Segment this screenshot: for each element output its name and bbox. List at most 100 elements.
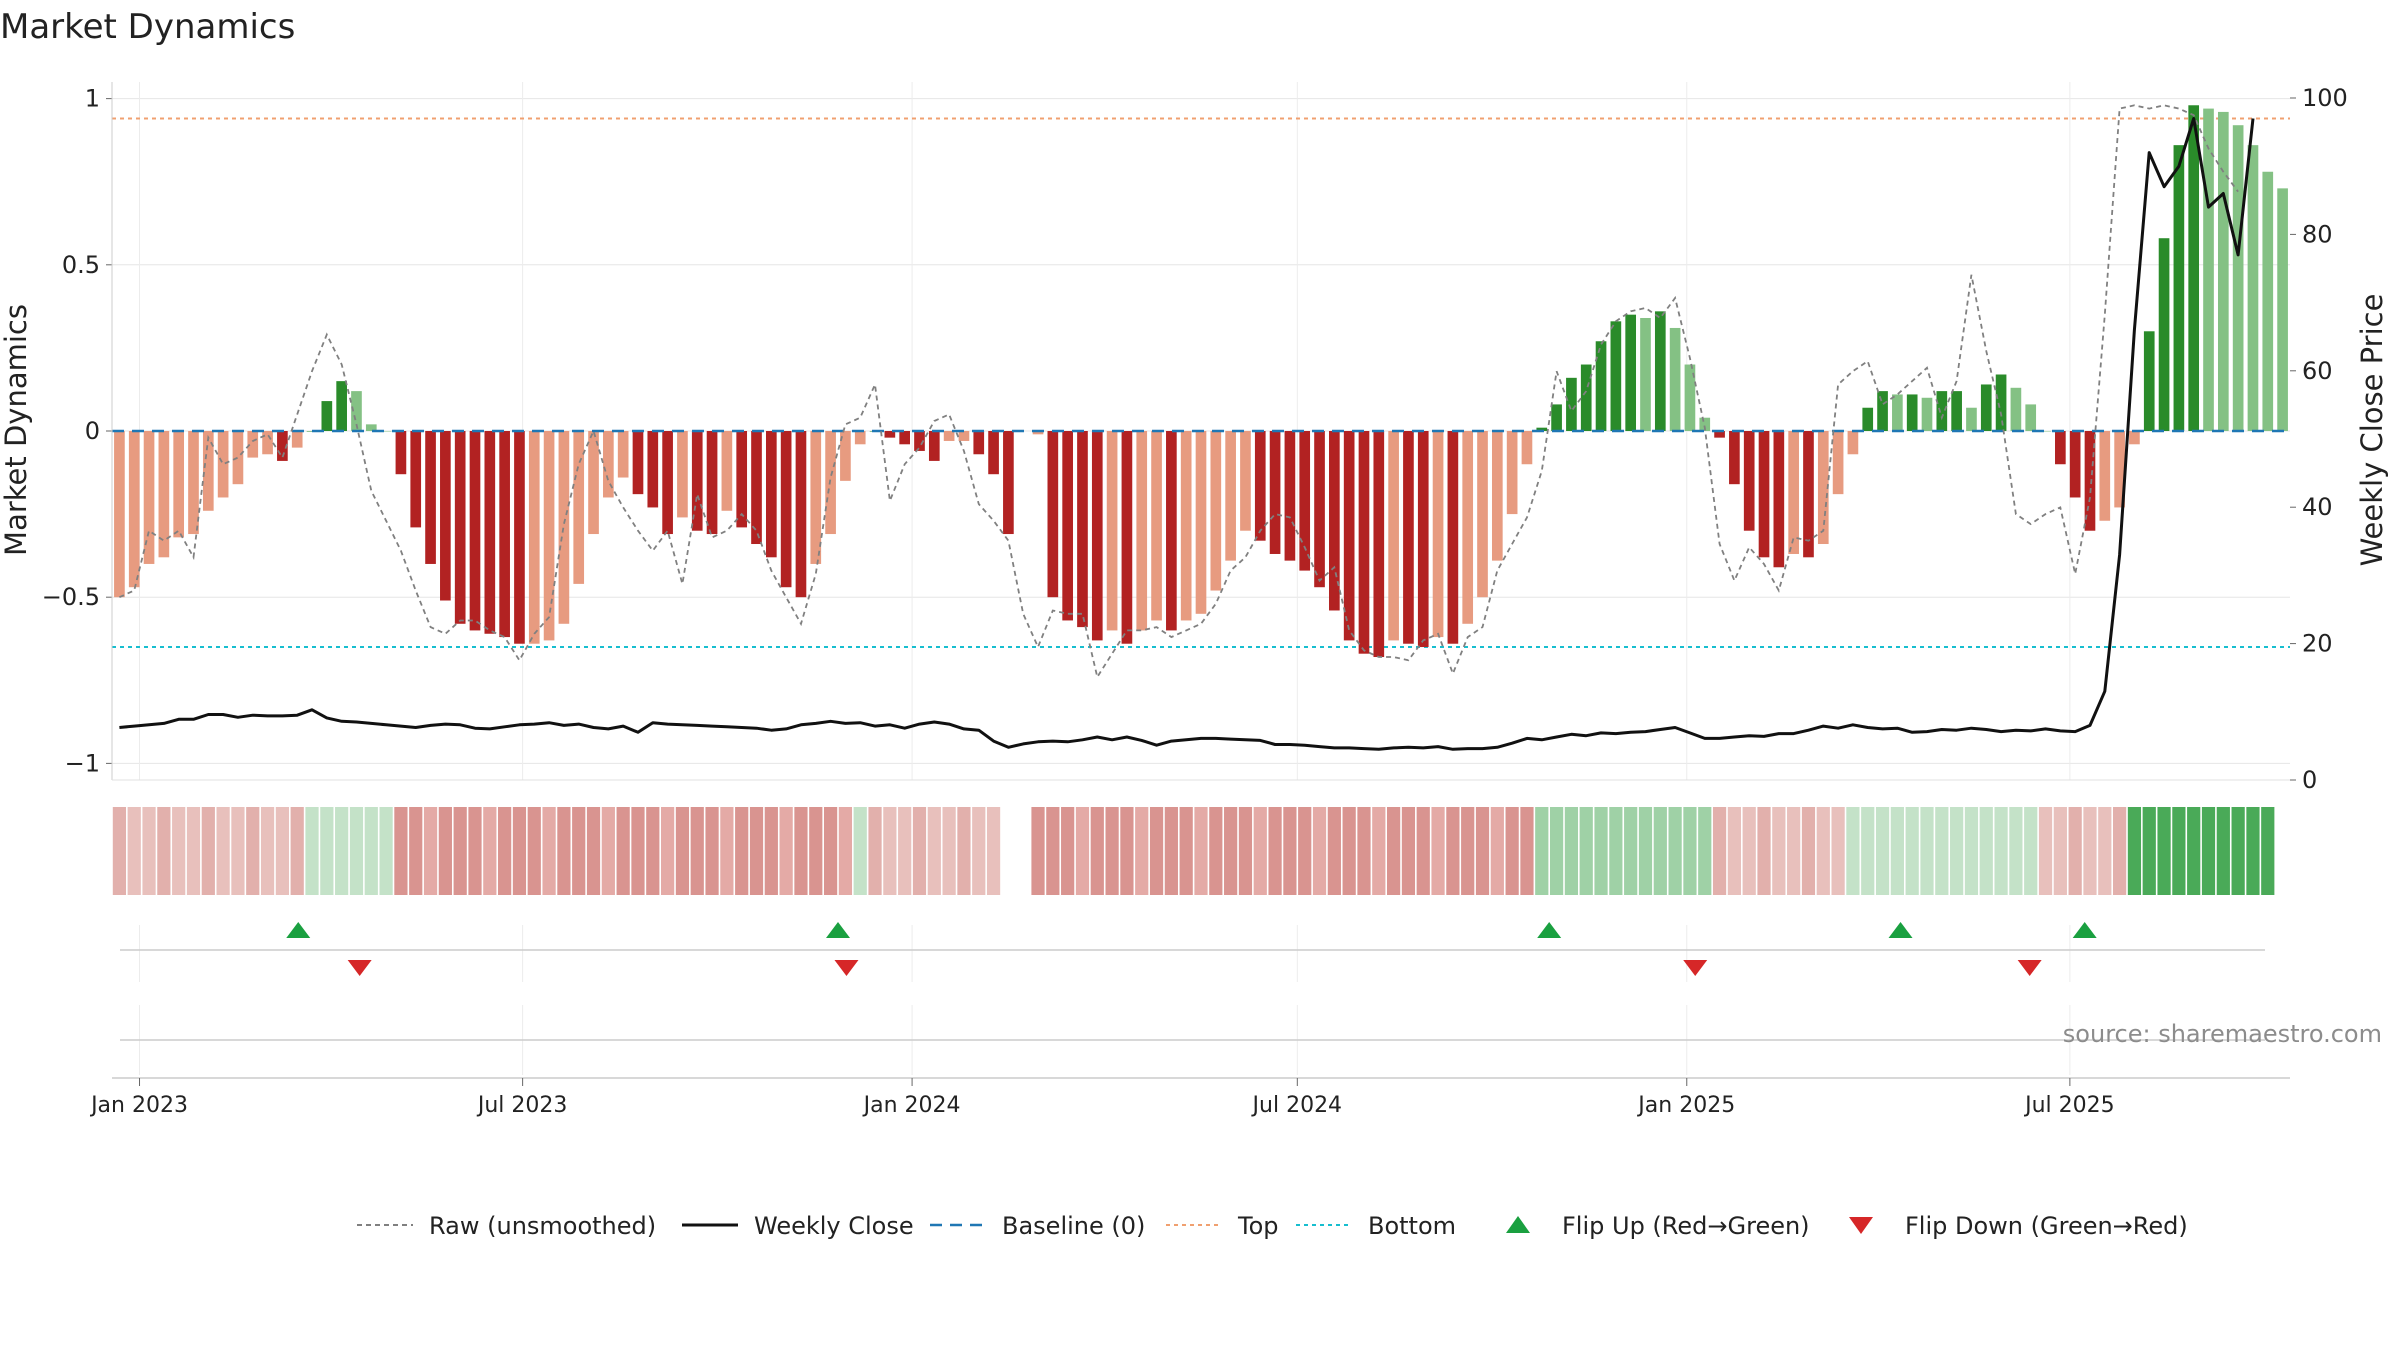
momentum-bar [528, 431, 540, 644]
regime-strip-cell [853, 807, 867, 895]
regime-strip-cell [1327, 807, 1341, 895]
momentum-bar [410, 431, 422, 528]
momentum-bar [1729, 431, 1740, 485]
legend-entry: Flip Up (Red→Green) [1506, 1212, 1810, 1240]
legend-label: Flip Up (Red→Green) [1562, 1212, 1810, 1240]
momentum-bar [1892, 394, 1903, 431]
momentum-bar [1536, 427, 1548, 431]
momentum-bar [914, 431, 925, 451]
regime-strip-cell [735, 807, 749, 895]
momentum-bar [973, 431, 985, 455]
momentum-bar [1566, 377, 1577, 431]
regime-strip-cell [690, 807, 704, 895]
x-tick-label: Jan 2024 [862, 1093, 961, 1118]
regime-strip-cell [1179, 807, 1193, 895]
regime-strip-cell [1757, 807, 1771, 895]
regime-strip-cell [1475, 807, 1490, 895]
momentum-bar [395, 431, 407, 475]
regime-strip-cell [898, 807, 912, 895]
regime-strip-cell [2216, 807, 2230, 895]
regime-strip-cell [1549, 807, 1564, 895]
momentum-bar [1003, 431, 1014, 535]
momentum-bar [573, 431, 585, 584]
regime-strip-cell [2009, 807, 2023, 895]
momentum-bar [1225, 431, 1236, 561]
momentum-bar [2217, 111, 2229, 432]
regime-strip-cell [112, 807, 127, 895]
momentum-bar [1669, 327, 1681, 431]
regime-strip-cell [2127, 807, 2142, 895]
regime-strip-cell [127, 807, 141, 895]
y2-tick-label: 0 [2302, 766, 2317, 794]
regime-strip-cell [1490, 807, 1504, 895]
regime-strip-cell [1224, 807, 1238, 895]
regime-strip-cell [157, 807, 171, 895]
momentum-bar [2262, 171, 2274, 431]
momentum-bar [1699, 417, 1711, 431]
momentum-bar [1491, 431, 1503, 561]
regime-strip-cell [1298, 807, 1312, 895]
momentum-bar [899, 431, 911, 445]
regime-strip-cell [1312, 807, 1327, 895]
flip-markers-panel [120, 922, 2265, 976]
momentum-bar [795, 431, 807, 598]
momentum-bar [469, 431, 481, 631]
regime-strip-cell [1446, 807, 1460, 895]
regime-strip-cell [986, 807, 1001, 895]
momentum-bar [380, 431, 392, 432]
momentum-bar [928, 431, 940, 461]
momentum-bar [454, 431, 466, 624]
flip-up-marker [826, 922, 850, 938]
regime-strip-cell [1238, 807, 1253, 895]
legend-entry: Baseline (0) [930, 1212, 1145, 1240]
momentum-bar [988, 431, 999, 475]
regime-strip-cell [646, 807, 660, 895]
momentum-bar [1447, 431, 1459, 644]
regime-strip-cell [1772, 807, 1786, 895]
legend-entry: Top [1166, 1212, 1279, 1240]
momentum-bar [1640, 317, 1651, 431]
regime-strip-cell [1950, 807, 1964, 895]
momentum-bar [499, 431, 510, 638]
regime-strip-cell [616, 807, 630, 895]
legend: Raw (unsmoothed) Weekly Close Baseline (0)… [357, 1212, 2188, 1240]
weekly-close-line [119, 117, 2255, 751]
regime-strip-cell [1787, 807, 1801, 895]
momentum-bar [1817, 431, 1829, 545]
regime-strip-cell [542, 807, 556, 895]
momentum-bar [1195, 431, 1207, 614]
legend-label: Bottom [1368, 1212, 1456, 1240]
chart-title: Market Dynamics [0, 7, 295, 47]
momentum-bar [128, 431, 140, 588]
regime-strip-cell [453, 807, 467, 895]
x-tick-label: Jan 2025 [1636, 1093, 1735, 1118]
regime-strip-cell [1801, 807, 1816, 895]
momentum-bar [1151, 431, 1162, 621]
regime-strip-cell [749, 807, 764, 895]
regime-strip-cell [1831, 807, 1845, 895]
momentum-bar [780, 431, 792, 588]
momentum-bar [425, 431, 436, 564]
regime-strip-cell [1579, 807, 1593, 895]
momentum-bar [588, 431, 599, 535]
momentum-bar [291, 431, 303, 448]
regime-strip-cell [2024, 807, 2038, 895]
momentum-bar [351, 391, 362, 431]
momentum-bar [2084, 431, 2096, 531]
momentum-bar [2099, 431, 2111, 521]
momentum-bar [1240, 431, 1251, 531]
momentum-bar [1329, 431, 1340, 611]
momentum-bar [1803, 431, 1814, 558]
regime-strip-cell [2172, 807, 2186, 895]
regime-strip-cell [246, 807, 260, 895]
regime-strip-cell [1609, 807, 1623, 895]
regime-strip-cell [1846, 807, 1860, 895]
momentum-bar [765, 431, 777, 558]
momentum-bar [1654, 311, 1666, 431]
legend-entry: Weekly Close [682, 1212, 914, 1240]
regime-strip-cell [1120, 807, 1134, 895]
momentum-bar [1254, 431, 1266, 541]
momentum-bar [336, 381, 347, 431]
regime-strip-cell [1061, 807, 1075, 895]
regime-strip-cell [1416, 807, 1430, 895]
